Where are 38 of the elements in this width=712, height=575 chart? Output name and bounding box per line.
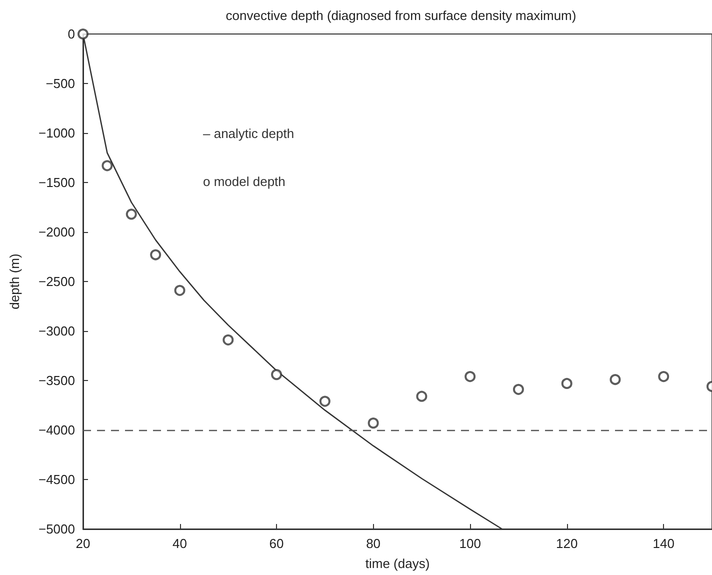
y-tick-label: −4000 bbox=[38, 422, 75, 438]
point bbox=[561, 378, 572, 389]
y-tick-label: −3000 bbox=[38, 324, 75, 338]
y-tick-label: −2000 bbox=[38, 224, 75, 240]
y-tick-label: −5000 bbox=[38, 522, 75, 536]
y-tick-label: −4500 bbox=[38, 472, 75, 487]
point bbox=[464, 371, 476, 382]
point bbox=[102, 160, 113, 172]
point bbox=[368, 418, 379, 429]
y-tick-label: −1000 bbox=[38, 126, 75, 140]
point bbox=[658, 371, 670, 382]
point bbox=[78, 28, 88, 40]
point bbox=[416, 390, 428, 402]
point bbox=[271, 369, 282, 380]
x-tick-label: 140 bbox=[652, 536, 674, 551]
x-tick-label: 60 bbox=[269, 536, 284, 551]
x-tick-label: 20 bbox=[76, 536, 90, 551]
point bbox=[319, 396, 330, 407]
point bbox=[126, 208, 137, 220]
y-axis-title: depth (m) bbox=[7, 254, 22, 310]
chart-title: convective depth (diagnosed from surface density maximum) bbox=[226, 8, 576, 23]
annotation: – analytic depth bbox=[203, 126, 294, 141]
x-tick-label: 40 bbox=[172, 536, 188, 551]
x-tick-label: 100 bbox=[459, 536, 481, 551]
point bbox=[610, 374, 621, 386]
annotation: o model depth bbox=[203, 174, 286, 189]
point bbox=[174, 284, 186, 296]
y-tick-label: −500 bbox=[46, 76, 75, 91]
point bbox=[150, 249, 162, 260]
x-axis-title: time (days) bbox=[365, 556, 430, 571]
x-tick-label: 120 bbox=[556, 536, 578, 551]
point bbox=[222, 334, 234, 346]
y-tick-label: −2500 bbox=[38, 274, 75, 289]
point bbox=[512, 384, 524, 395]
y-tick-label: −1500 bbox=[38, 175, 75, 190]
y-tick-label: 0 bbox=[68, 26, 75, 42]
x-tick-label: 80 bbox=[366, 536, 381, 551]
y-tick-label: −3500 bbox=[38, 373, 75, 388]
